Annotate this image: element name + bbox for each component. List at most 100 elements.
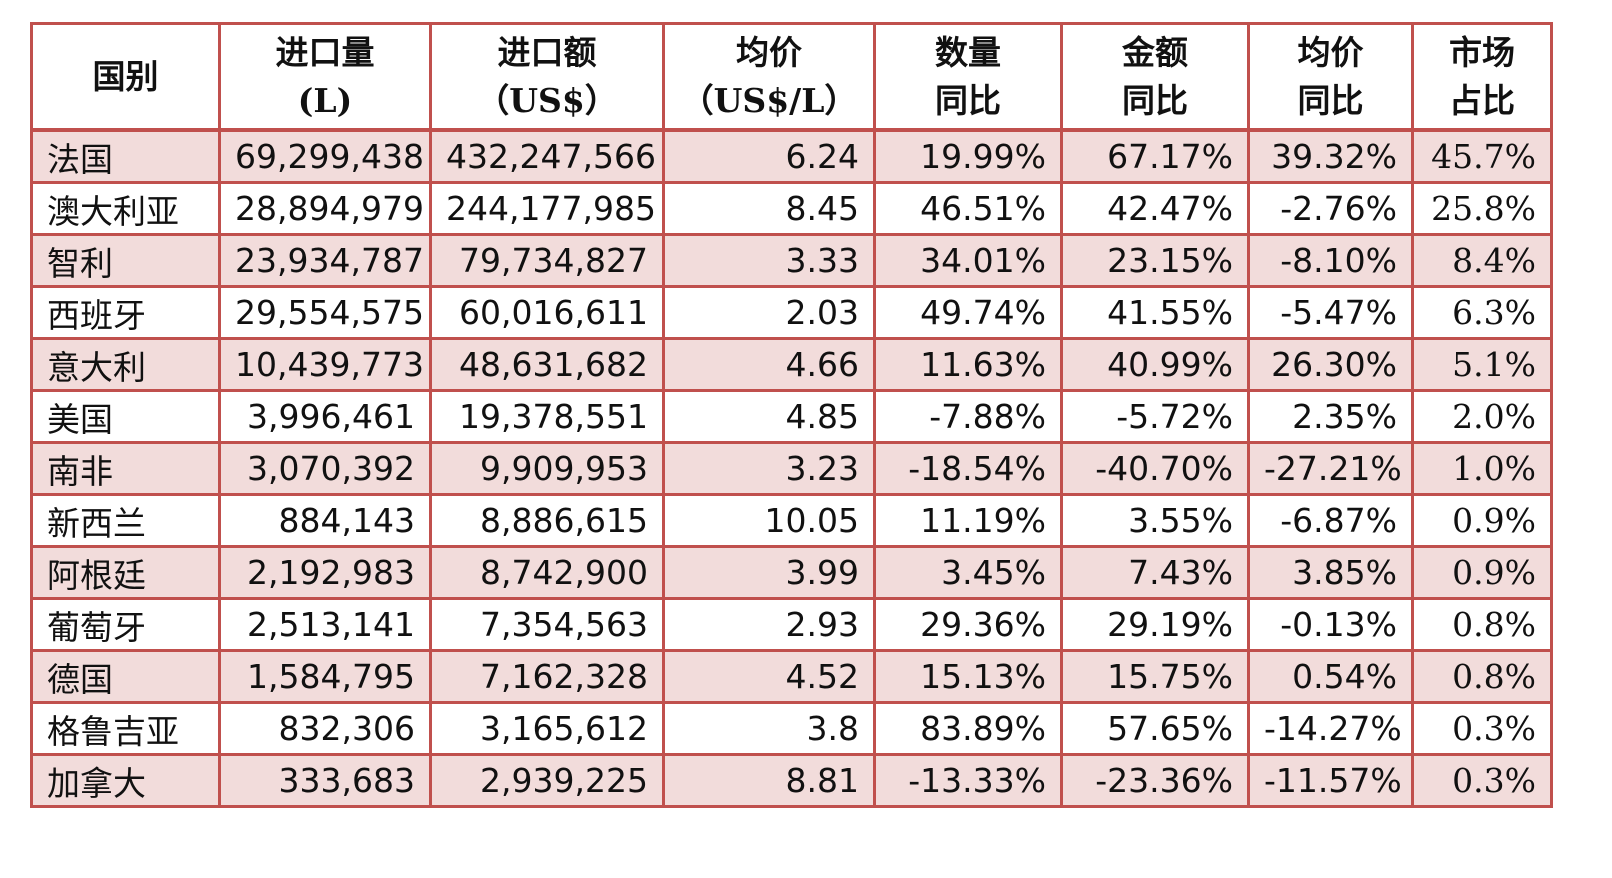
cell-country: 西班牙	[30, 285, 221, 340]
table-row: 意大利 10,439,773 48,631,682 4.66 11.63% 40…	[30, 337, 1553, 392]
header-volume-yoy-line2: 同比	[935, 80, 1001, 120]
cell-volume-yoy: 19.99%	[873, 128, 1063, 184]
cell-value-yoy: -40.70%	[1060, 441, 1250, 496]
cell-market-share: 5.1%	[1411, 337, 1553, 392]
wine-import-table-container: 国别 进口量 (L) 进口额 （US$） 均价 （US$/L） 数量 同比	[30, 22, 1553, 808]
cell-avg-price: 4.66	[662, 337, 876, 392]
cell-avg-price: 10.05	[662, 493, 876, 548]
cell-volume-yoy: 3.45%	[873, 545, 1063, 600]
cell-import-value: 8,886,615	[429, 493, 665, 548]
header-avg-price-line2: （US$/L）	[680, 80, 858, 120]
cell-volume-yoy: 11.63%	[873, 337, 1063, 392]
cell-avg-price: 6.24	[662, 128, 876, 184]
cell-country: 澳大利亚	[30, 181, 221, 236]
header-price-yoy: 均价 同比	[1247, 22, 1414, 132]
cell-import-volume: 884,143	[218, 493, 432, 548]
cell-market-share: 0.8%	[1411, 597, 1553, 652]
cell-market-share: 2.0%	[1411, 389, 1553, 444]
header-country: 国别	[30, 22, 221, 132]
cell-market-share: 8.4%	[1411, 233, 1553, 288]
cell-import-value: 48,631,682	[429, 337, 665, 392]
cell-value-yoy: 57.65%	[1060, 701, 1250, 756]
cell-volume-yoy: 49.74%	[873, 285, 1063, 340]
cell-avg-price: 3.8	[662, 701, 876, 756]
header-volume-yoy-line1: 数量	[935, 32, 1001, 72]
cell-market-share: 45.7%	[1411, 128, 1553, 184]
cell-avg-price: 2.93	[662, 597, 876, 652]
cell-country: 德国	[30, 649, 221, 704]
wine-import-table: 国别 进口量 (L) 进口额 （US$） 均价 （US$/L） 数量 同比	[30, 22, 1553, 808]
header-country-label: 国别	[92, 56, 159, 96]
cell-import-value: 60,016,611	[429, 285, 665, 340]
header-avg-price: 均价 （US$/L）	[662, 22, 876, 132]
cell-avg-price: 8.81	[662, 753, 876, 808]
cell-volume-yoy: 46.51%	[873, 181, 1063, 236]
cell-market-share: 0.9%	[1411, 545, 1553, 600]
cell-price-yoy: 2.35%	[1247, 389, 1414, 444]
cell-avg-price: 3.23	[662, 441, 876, 496]
header-value-yoy-line1: 金额	[1122, 32, 1188, 72]
cell-avg-price: 3.33	[662, 233, 876, 288]
cell-value-yoy: 42.47%	[1060, 181, 1250, 236]
cell-import-value: 2,939,225	[429, 753, 665, 808]
cell-import-value: 79,734,827	[429, 233, 665, 288]
cell-market-share: 6.3%	[1411, 285, 1553, 340]
cell-avg-price: 4.52	[662, 649, 876, 704]
table-row: 法国 69,299,438 432,247,566 6.24 19.99% 67…	[30, 128, 1553, 184]
table-row: 南非 3,070,392 9,909,953 3.23 -18.54% -40.…	[30, 441, 1553, 496]
header-market-share-line2: 占比	[1449, 80, 1515, 120]
cell-import-value: 432,247,566	[429, 128, 665, 184]
cell-import-volume: 832,306	[218, 701, 432, 756]
table-row: 葡萄牙 2,513,141 7,354,563 2.93 29.36% 29.1…	[30, 597, 1553, 652]
header-value-yoy-line2: 同比	[1122, 80, 1188, 120]
cell-import-volume: 1,584,795	[218, 649, 432, 704]
cell-avg-price: 8.45	[662, 181, 876, 236]
table-row: 智利 23,934,787 79,734,827 3.33 34.01% 23.…	[30, 233, 1553, 288]
cell-import-value: 19,378,551	[429, 389, 665, 444]
cell-import-volume: 2,192,983	[218, 545, 432, 600]
header-market-share-line1: 市场	[1449, 32, 1515, 72]
cell-value-yoy: 40.99%	[1060, 337, 1250, 392]
header-value-yoy: 金额 同比	[1060, 22, 1250, 132]
table-row: 美国 3,996,461 19,378,551 4.85 -7.88% -5.7…	[30, 389, 1553, 444]
table-row: 格鲁吉亚 832,306 3,165,612 3.8 83.89% 57.65%…	[30, 701, 1553, 756]
cell-volume-yoy: 11.19%	[873, 493, 1063, 548]
cell-volume-yoy: -13.33%	[873, 753, 1063, 808]
header-import-value-line2: （US$）	[476, 80, 618, 120]
cell-import-volume: 23,934,787	[218, 233, 432, 288]
header-market-share: 市场 占比	[1411, 22, 1553, 132]
cell-country: 阿根廷	[30, 545, 221, 600]
header-import-value-line1: 进口额	[497, 32, 597, 72]
cell-avg-price: 2.03	[662, 285, 876, 340]
cell-volume-yoy: 29.36%	[873, 597, 1063, 652]
cell-country: 新西兰	[30, 493, 221, 548]
cell-country: 格鲁吉亚	[30, 701, 221, 756]
cell-import-volume: 69,299,438	[218, 128, 432, 184]
cell-country: 加拿大	[30, 753, 221, 808]
cell-value-yoy: 29.19%	[1060, 597, 1250, 652]
table-row: 加拿大 333,683 2,939,225 8.81 -13.33% -23.3…	[30, 753, 1553, 808]
cell-import-value: 7,354,563	[429, 597, 665, 652]
cell-country: 意大利	[30, 337, 221, 392]
table-row: 德国 1,584,795 7,162,328 4.52 15.13% 15.75…	[30, 649, 1553, 704]
header-import-volume: 进口量 (L)	[218, 22, 432, 132]
cell-import-value: 244,177,985	[429, 181, 665, 236]
header-import-value: 进口额 （US$）	[429, 22, 665, 132]
cell-import-value: 7,162,328	[429, 649, 665, 704]
cell-country: 法国	[30, 128, 221, 184]
cell-country: 智利	[30, 233, 221, 288]
header-avg-price-line1: 均价	[736, 32, 802, 72]
table-row: 新西兰 884,143 8,886,615 10.05 11.19% 3.55%…	[30, 493, 1553, 548]
cell-country: 美国	[30, 389, 221, 444]
cell-import-volume: 3,070,392	[218, 441, 432, 496]
cell-market-share: 0.8%	[1411, 649, 1553, 704]
cell-price-yoy: 39.32%	[1247, 128, 1414, 184]
cell-price-yoy: -27.21%	[1247, 441, 1414, 496]
cell-market-share: 0.3%	[1411, 701, 1553, 756]
cell-value-yoy: 41.55%	[1060, 285, 1250, 340]
cell-market-share: 0.9%	[1411, 493, 1553, 548]
header-import-volume-line2: (L)	[297, 80, 353, 120]
cell-market-share: 0.3%	[1411, 753, 1553, 808]
table-row: 西班牙 29,554,575 60,016,611 2.03 49.74% 41…	[30, 285, 1553, 340]
cell-price-yoy: -2.76%	[1247, 181, 1414, 236]
